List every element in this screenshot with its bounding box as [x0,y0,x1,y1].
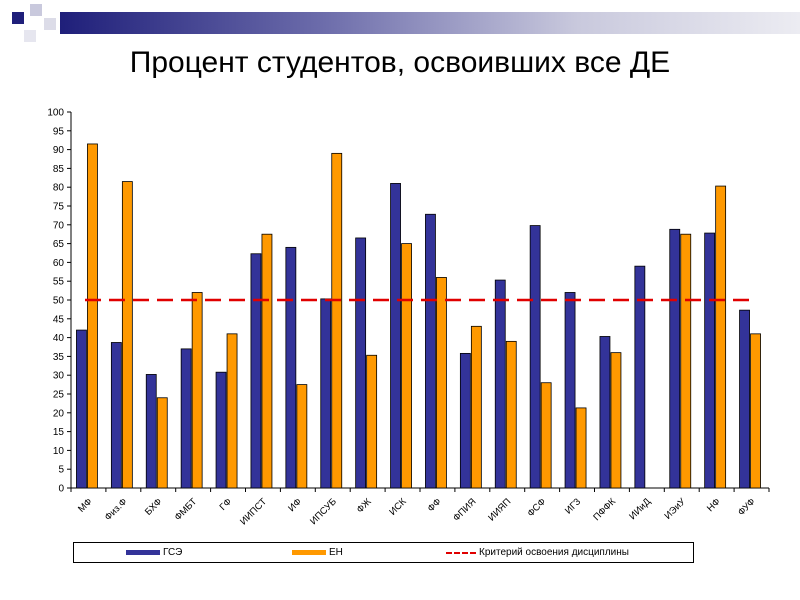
bar-series2 [715,185,727,489]
x-category-label: ИПСУБ [308,496,339,527]
legend-item-criterion: Критерий освоения дисциплины [446,546,629,559]
x-category-label: ИГЗ [563,496,583,516]
y-tick-label: 100 [47,108,64,119]
x-category-label: ФМБТ [173,496,200,523]
bar-series1 [390,183,401,489]
bar-series1 [669,228,681,489]
bar-series2 [401,243,412,489]
x-category-label: ИСК [387,496,409,518]
x-category-label: ИИиД [627,496,653,522]
bar-series2 [121,181,133,489]
slide-title: Процент студентов, освоивших все ДЕ [129,46,671,79]
x-category-label: НФ [705,496,723,514]
title-bar-gradient [60,12,800,34]
y-tick-label: 80 [53,183,65,194]
bar-series2 [540,382,552,489]
bar-series2 [156,397,168,489]
bar-series2 [87,143,98,489]
legend-swatch-series2 [292,550,326,555]
bar-series2 [191,292,203,489]
bar-series1 [529,225,541,489]
y-tick-label: 50 [53,296,65,307]
bar-series2 [436,277,447,489]
legend-label-criterion: Критерий освоения дисциплины [479,547,629,558]
bar-series1 [320,298,332,489]
y-tick-label: 45 [53,314,65,325]
y-tick-label: 25 [53,390,65,401]
y-tick-label: 20 [53,408,65,419]
y-tick-label: 55 [53,277,65,288]
bar-series1 [425,213,436,489]
bar-series2 [470,325,482,489]
x-category-label: ГФ [218,496,235,513]
bar-series2 [750,333,761,489]
bar-series2 [610,352,622,489]
legend-swatch-criterion [446,551,476,554]
bar-series1 [285,246,297,489]
deco-square-light-1 [30,4,42,16]
bar-series2 [226,333,238,489]
bar-series1 [180,348,192,489]
bar-series2 [505,340,517,489]
chart-legend: ГСЭ ЕН Критерий освоения дисциплины [73,542,694,563]
x-category-label: ФУФ [736,496,758,518]
y-tick-label: 75 [53,202,65,213]
x-category-label: ПФФК [591,496,618,523]
y-tick-label: 95 [53,126,65,137]
y-tick-label: 15 [53,427,65,438]
bar-series1 [110,342,122,489]
y-tick-label: 40 [53,333,65,344]
x-category-label: БХФ [143,496,164,517]
y-tick-label: 65 [53,239,65,250]
bar-series1 [599,336,611,489]
legend-label-series1: ГСЭ [163,547,183,558]
x-category-label: ФЖ [355,496,374,515]
bar-series1 [76,329,87,489]
bar-series1 [459,352,471,489]
x-category-label: ИФ [286,496,304,514]
legend-label-series2: ЕН [329,547,343,558]
legend-item-series1: ГСЭ [126,546,182,559]
bar-series1 [494,279,506,489]
bar-series1 [355,237,367,489]
bar-series1 [564,292,576,489]
x-category-label: ИИПСТ [238,496,269,527]
y-tick-label: 70 [53,220,65,231]
y-tick-label: 60 [53,258,65,269]
bar-series1 [250,253,262,489]
legend-item-series2: ЕН [292,546,343,559]
legend-swatch-series1 [126,550,160,555]
deco-square-light-2 [44,18,56,30]
bar-series1 [704,232,716,489]
x-category-label: МФ [76,496,94,514]
y-tick-label: 10 [53,446,65,457]
y-tick-label: 30 [53,371,65,382]
bar-series2 [261,233,273,489]
bar-series1 [634,265,646,489]
bar-series2 [575,407,587,489]
deco-square-light-3 [24,30,36,42]
y-tick-label: 0 [58,484,64,495]
deco-square-navy [12,12,24,24]
bar-series1 [145,374,157,489]
x-category-label: ИИЯП [486,496,513,523]
bar-series2 [331,152,343,489]
y-tick-label: 85 [53,164,65,175]
x-category-label: ФСФ [525,496,548,519]
y-tick-label: 5 [58,465,64,476]
y-tick-label: 90 [53,145,65,156]
bar-series2 [296,384,308,489]
x-category-label: ФПИЯ [451,496,478,523]
bar-series2 [680,233,692,489]
x-category-label: ФФ [426,496,444,514]
bar-series1 [215,371,227,489]
y-tick-label: 35 [53,352,65,363]
x-category-label: ИЭиУ [662,496,688,522]
bar-series1 [739,309,750,489]
x-category-label: Физ.Ф [103,496,130,523]
bar-series2 [366,354,378,489]
